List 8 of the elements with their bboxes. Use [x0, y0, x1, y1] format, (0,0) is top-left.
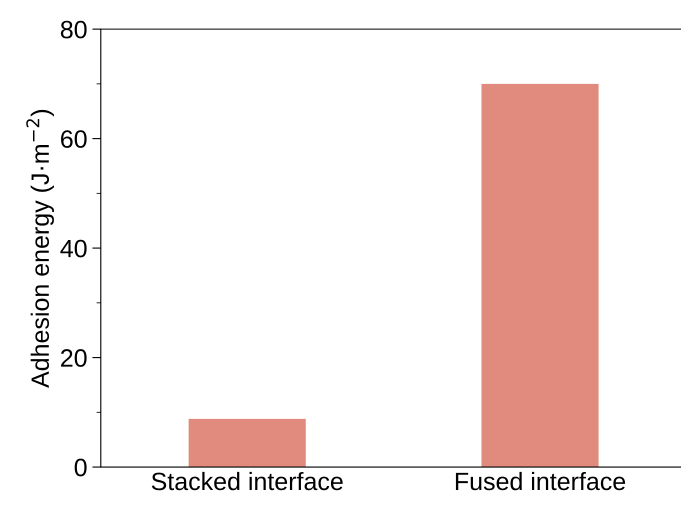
y-tick-label: 60: [61, 130, 87, 148]
y-tick-label: 0: [74, 458, 87, 476]
x-tick-label: Stacked interface: [152, 472, 343, 490]
y-tick-label: 80: [60, 20, 87, 38]
y-axis-title: Adhesion energy (J·m$^{−2}$): [26, 110, 54, 388]
x-tick-label: Fused interface: [456, 472, 626, 490]
y-tick-label: 40: [60, 240, 87, 258]
y-tick-label: 20: [61, 349, 87, 367]
